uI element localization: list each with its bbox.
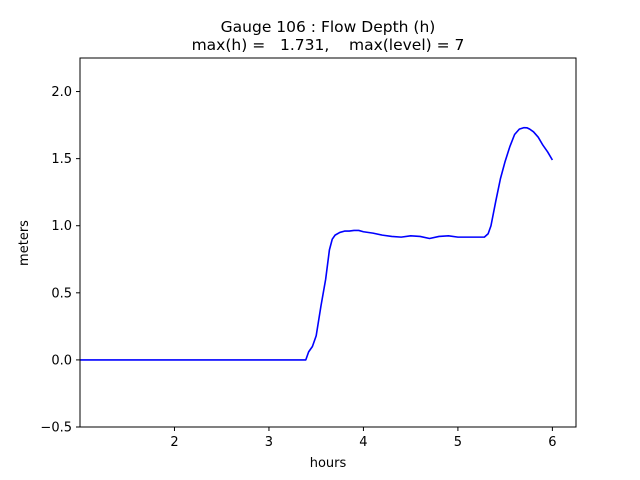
plot-lines [80,126,554,361]
y-tick-label: −0.5 [40,421,72,436]
plot-frame [79,57,577,428]
x-axis-label: hours [310,456,347,471]
series-line-0 [80,126,554,361]
x-tick-label: 5 [454,435,462,450]
y-axis-ticks: −0.5 0.0 0.5 1.0 1.5 2.0 [40,85,80,436]
x-tick-label: 4 [359,435,367,450]
x-axis-ticks: 2 3 4 5 6 [170,427,557,450]
y-tick-label: 1.0 [51,219,72,234]
x-tick-label: 6 [548,435,556,450]
y-tick-label: 0.5 [51,286,72,301]
x-tick-label: 3 [265,435,273,450]
y-axis-label: meters [17,220,32,266]
chart-title: Gauge 106 : Flow Depth (h) [221,18,436,36]
x-tick-label: 2 [170,435,178,450]
y-tick-label: 1.5 [51,152,72,167]
y-tick-label: 0.0 [51,353,72,368]
y-tick-label: 2.0 [51,85,72,100]
chart-subtitle: max(h) = 1.731, max(level) = 7 [192,36,465,54]
